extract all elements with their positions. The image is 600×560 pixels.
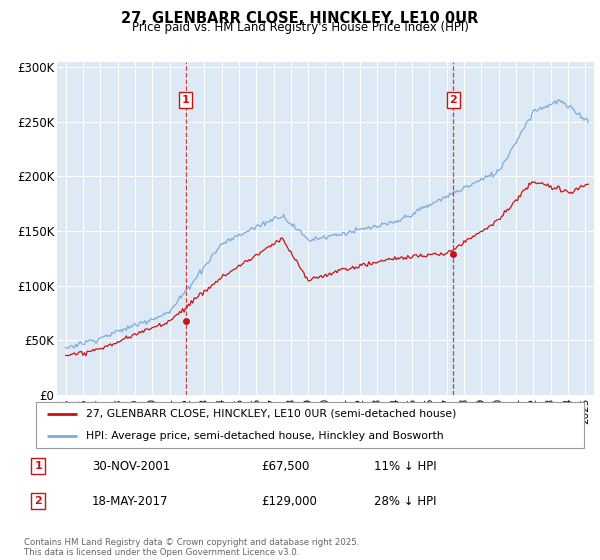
Text: Contains HM Land Registry data © Crown copyright and database right 2025.
This d: Contains HM Land Registry data © Crown c… bbox=[24, 538, 359, 557]
Text: 11% ↓ HPI: 11% ↓ HPI bbox=[374, 460, 436, 473]
Text: 2: 2 bbox=[34, 496, 42, 506]
Text: 1: 1 bbox=[34, 461, 42, 471]
Text: Price paid vs. HM Land Registry's House Price Index (HPI): Price paid vs. HM Land Registry's House … bbox=[131, 21, 469, 34]
Text: £129,000: £129,000 bbox=[261, 494, 317, 508]
Text: 28% ↓ HPI: 28% ↓ HPI bbox=[374, 494, 436, 508]
Text: 1: 1 bbox=[182, 95, 190, 105]
Text: 18-MAY-2017: 18-MAY-2017 bbox=[92, 494, 168, 508]
Text: 2: 2 bbox=[449, 95, 457, 105]
Text: 27, GLENBARR CLOSE, HINCKLEY, LE10 0UR (semi-detached house): 27, GLENBARR CLOSE, HINCKLEY, LE10 0UR (… bbox=[86, 409, 456, 419]
Text: 30-NOV-2001: 30-NOV-2001 bbox=[92, 460, 170, 473]
Text: 27, GLENBARR CLOSE, HINCKLEY, LE10 0UR: 27, GLENBARR CLOSE, HINCKLEY, LE10 0UR bbox=[121, 11, 479, 26]
Text: HPI: Average price, semi-detached house, Hinckley and Bosworth: HPI: Average price, semi-detached house,… bbox=[86, 431, 443, 441]
Text: £67,500: £67,500 bbox=[261, 460, 309, 473]
FancyBboxPatch shape bbox=[36, 402, 584, 448]
